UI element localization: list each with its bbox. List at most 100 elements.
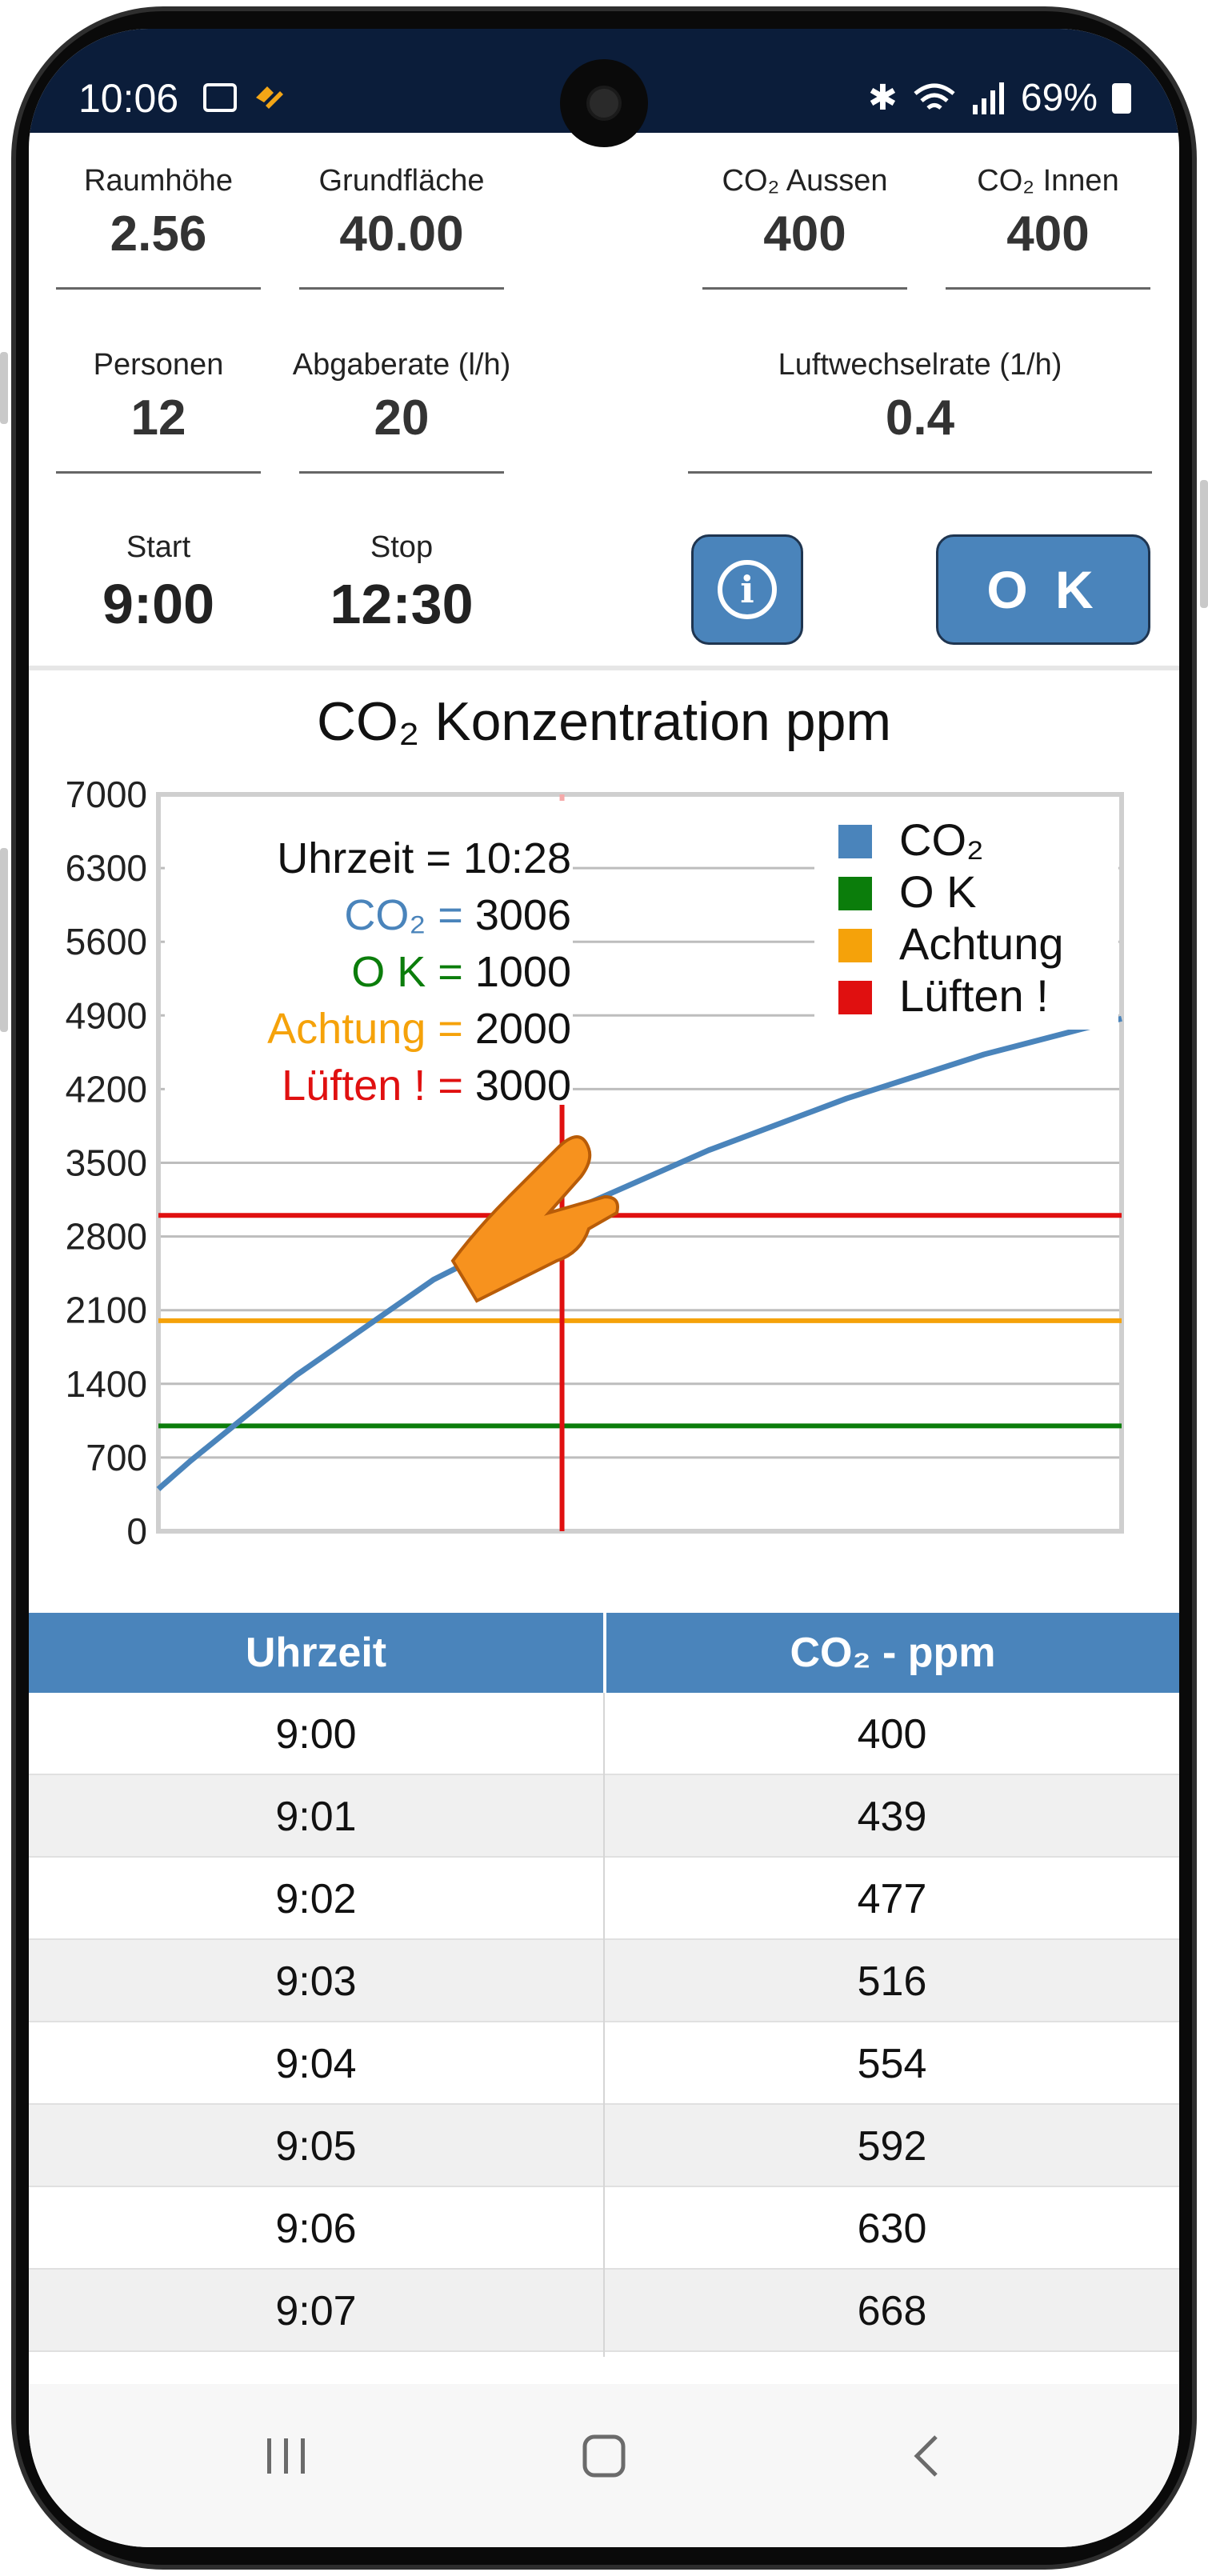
y-tick-label: 1400: [66, 1363, 147, 1405]
header-co2-ppm[interactable]: CO₂ - ppm: [790, 1630, 996, 1676]
cell-co2-ppm: 630: [857, 2205, 927, 2252]
y-tick-label: 4200: [66, 1068, 147, 1110]
cursor-readout-bg: [165, 801, 573, 1105]
info-icon: i: [718, 560, 777, 619]
co2-aussen-field[interactable]: CO₂ Aussen 400: [702, 163, 907, 290]
grundflaeche-value[interactable]: 40.00: [339, 206, 464, 262]
y-tick-label: 3500: [66, 1142, 147, 1184]
cursor-ok: O K = 1000: [351, 948, 571, 996]
raumhoehe-label: Raumhöhe: [84, 164, 233, 198]
bluetooth-icon: ✱: [868, 78, 898, 118]
co2-aussen-label: CO₂ Aussen: [722, 164, 888, 198]
touch-pointer-icon: [450, 1135, 619, 1303]
co2-series-line: [156, 1015, 1122, 1491]
navigation-bar: [29, 2384, 1179, 2547]
co2-innen-label: CO₂ Innen: [977, 164, 1119, 198]
personen-value[interactable]: 12: [130, 390, 186, 446]
y-tick-label: 5600: [66, 921, 147, 962]
plot-frame: [156, 792, 1124, 1534]
cell-co2-ppm: 554: [857, 2040, 927, 2087]
header-separator: [603, 1613, 606, 1693]
cursor-co2: CO₂ = 3006: [344, 891, 571, 939]
info-button[interactable]: i: [691, 534, 803, 645]
y-tick-label: 4900: [66, 994, 147, 1036]
cell-uhrzeit: 9:05: [275, 2122, 357, 2170]
cell-uhrzeit: 9:00: [275, 1710, 357, 1758]
co2-chart[interactable]: 0 700 1400 2100 2800 3500 4200 4900 5600 6300 7000…: [29, 749, 1179, 1605]
front-camera: [560, 59, 648, 147]
stop-label: Stop: [370, 530, 434, 564]
gallery-icon: [203, 83, 237, 112]
app-notification-icon: [253, 83, 286, 112]
status-time: 10:06: [78, 76, 179, 121]
legend-swatch: [838, 877, 872, 910]
stop-value[interactable]: 12:30: [330, 573, 474, 635]
screen: 10:06 ✱ 69% Raumhöhe 2.56 Grundfläche 40…: [29, 29, 1179, 2547]
home-icon[interactable]: [556, 2408, 652, 2504]
legend-swatch: [838, 929, 872, 962]
cell-co2-ppm: 668: [857, 2287, 927, 2334]
raumhoehe-value[interactable]: 2.56: [110, 206, 207, 262]
cursor-achtung: Achtung = 2000: [267, 1005, 571, 1053]
cell-uhrzeit: 9:07: [275, 2287, 357, 2334]
cell-uhrzeit: 9:02: [275, 1875, 357, 1922]
cell-co2-ppm: 439: [857, 1793, 927, 1840]
section-divider: [29, 666, 1179, 670]
y-tick-label: 700: [86, 1437, 147, 1478]
legend-label: CO₂: [899, 814, 984, 865]
luftwechselrate-value[interactable]: 0.4: [885, 390, 955, 446]
co2-innen-value[interactable]: 400: [1006, 206, 1090, 262]
recent-apps-icon[interactable]: [238, 2408, 334, 2504]
personen-field[interactable]: Personen 12: [56, 347, 261, 474]
cursor-uhrzeit: Uhrzeit = 10:28: [277, 834, 571, 882]
legend-label: Achtung: [899, 918, 1064, 969]
personen-label: Personen: [93, 348, 224, 382]
side-button: [0, 848, 8, 1032]
legend-swatch: [838, 825, 872, 858]
co2-innen-field[interactable]: CO₂ Innen 400: [946, 163, 1150, 290]
start-time[interactable]: Start 9:00: [56, 530, 261, 635]
cell-co2-ppm: 592: [857, 2122, 927, 2170]
cell-co2-ppm: 516: [857, 1958, 927, 2005]
cell-uhrzeit: 9:03: [275, 1958, 357, 2005]
chart-title: CO₂ Konzentration ppm: [316, 691, 892, 752]
start-value[interactable]: 9:00: [102, 573, 215, 635]
abgaberate-field[interactable]: Abgaberate (l/h) 20: [283, 347, 520, 474]
luftwechselrate-field[interactable]: Luftwechselrate (1/h) 0.4: [688, 347, 1152, 474]
header-uhrzeit[interactable]: Uhrzeit: [245, 1630, 387, 1676]
wifi-icon: [914, 83, 955, 110]
column-separator: [603, 1693, 605, 2357]
legend-label: O K: [899, 866, 976, 917]
cell-uhrzeit: 9:04: [275, 2040, 357, 2087]
raumhoehe-field[interactable]: Raumhöhe 2.56: [56, 163, 261, 290]
grundflaeche-field[interactable]: Grundfläche 40.00: [299, 163, 504, 290]
y-tick-label: 0: [126, 1510, 147, 1552]
y-tick-label: 2100: [66, 1290, 147, 1331]
cell-co2-ppm: 477: [857, 1875, 927, 1922]
cell-co2-ppm: 400: [857, 1710, 927, 1758]
start-label: Start: [126, 530, 191, 564]
cursor-lueften: Lüften ! = 3000: [282, 1062, 571, 1110]
back-icon[interactable]: [880, 2408, 976, 2504]
stop-time[interactable]: Stop 12:30: [299, 530, 504, 635]
side-button: [0, 352, 8, 424]
abgaberate-value[interactable]: 20: [374, 390, 430, 446]
ok-button[interactable]: O K: [936, 534, 1150, 645]
y-tick-label: 6300: [66, 847, 147, 889]
cell-uhrzeit: 9:01: [275, 1793, 357, 1840]
table-header: Uhrzeit CO₂ - ppm: [29, 1613, 1179, 1693]
co2-aussen-value[interactable]: 400: [763, 206, 846, 262]
luftwechselrate-label: Luftwechselrate (1/h): [778, 348, 1062, 382]
battery-icon: [1112, 83, 1131, 114]
side-button: [1200, 480, 1208, 608]
y-tick-label: 2800: [66, 1216, 147, 1258]
legend-label: Lüften !: [899, 970, 1049, 1021]
y-tick-label: 7000: [66, 774, 147, 815]
status-right: ✱ 69%: [868, 78, 1131, 118]
legend-swatch: [838, 981, 872, 1014]
battery-percent: 69%: [1020, 77, 1098, 119]
abgaberate-label: Abgaberate (l/h): [292, 348, 511, 382]
cell-uhrzeit: 9:06: [275, 2205, 357, 2252]
signal-icon: [972, 82, 1004, 114]
